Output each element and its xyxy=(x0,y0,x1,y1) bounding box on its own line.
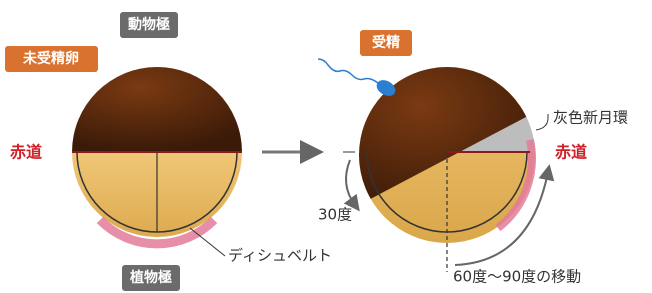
diagram: 動物極 未受精卵 赤道 ディシュベルト 植物極 受精 灰色新月環 赤道 30度 … xyxy=(0,0,652,293)
belt-label: ディシュベルト xyxy=(228,247,332,265)
angle-label: 30度 xyxy=(318,206,352,224)
rotation-label: 60度〜90度の移動 xyxy=(453,268,581,286)
crescent-label: 灰色新月環 xyxy=(553,109,628,127)
fertilized-title: 受精 xyxy=(372,34,400,51)
vegetal-pole-label: 植物極 xyxy=(129,269,172,286)
egg-title: 未受精卵 xyxy=(23,50,79,67)
fertilized-egg xyxy=(318,59,548,272)
unfertilized-egg xyxy=(60,60,260,256)
equator-label: 赤道 xyxy=(10,143,42,162)
equator-label: 赤道 xyxy=(555,143,587,162)
animal-pole-label: 動物極 xyxy=(128,16,170,33)
